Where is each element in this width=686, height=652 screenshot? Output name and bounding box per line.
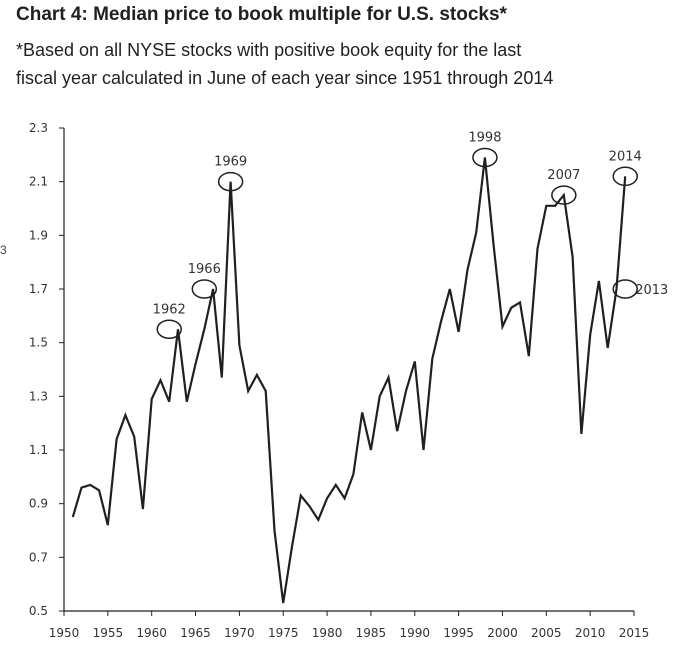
subtitle-line-2: fiscal year calculated in June of each y… [16,68,554,88]
annotation-circle [612,166,638,187]
x-tick-label: 1975 [268,626,299,640]
y-tick-label: 0.9 [29,497,48,511]
subtitle-line-1: *Based on all NYSE stocks with positive … [16,40,522,60]
series-line [71,157,627,604]
y-tick-label: 2.1 [29,175,48,189]
annotation-label: 1969 [214,155,247,170]
x-tick-label: 1990 [399,626,430,640]
y-tick-label: 1.3 [29,389,48,403]
annotation-circle [472,147,498,168]
x-tick-label: 2010 [575,626,606,640]
x-tick-label: 2000 [487,626,518,640]
x-tick-label: 1950 [49,626,80,640]
cropped-axis-label: 3 [0,243,7,257]
annotation-circle [156,319,182,339]
annotation-circle [551,185,577,205]
x-axis-ticks: 1950 1955 1960 1965 1970 1975 1980 1985 1990 1995… [49,611,650,640]
annotation-group: 1962 1966 1969 1998 2007 2014 2013 [153,131,668,339]
x-tick-label: 1965 [180,626,211,640]
y-tick-label: 0.5 [29,604,48,618]
chart-subtitle: *Based on all NYSE stocks with positive … [16,36,676,92]
x-tick-label: 1980 [312,626,343,640]
y-tick-label: 1.5 [29,336,48,350]
annotation-label: 1998 [468,131,501,146]
annotation-label: 2014 [609,149,642,164]
x-tick-label: 1970 [224,626,255,640]
x-tick-label: 1985 [356,626,387,640]
series-group [71,157,627,604]
x-tick-label: 1955 [93,626,124,640]
x-tick-label: 2005 [531,626,562,640]
y-axis-ticks: 0.5 0.7 0.9 1.1 1.3 1.5 1.7 1.9 2.1 2.3 [29,121,64,618]
chart-title: Chart 4: Median price to book multiple f… [16,4,507,25]
annotation-label: 1962 [153,302,186,317]
annotation-label: 1966 [188,262,221,277]
annotation-circle [191,279,218,299]
y-tick-label: 1.9 [29,228,48,242]
annotation-label: 2007 [547,168,580,183]
y-tick-label: 2.3 [29,121,48,135]
annotation-label: 2013 [635,283,668,298]
chart-axes [63,128,634,612]
y-tick-label: 1.7 [29,282,48,296]
x-tick-label: 1995 [443,626,474,640]
y-tick-label: 1.1 [29,443,48,457]
annotation-circle [217,171,244,192]
annotation-circle [612,279,638,299]
x-tick-label: 2015 [619,626,650,640]
x-tick-label: 1960 [136,626,167,640]
y-tick-label: 0.7 [29,550,48,564]
